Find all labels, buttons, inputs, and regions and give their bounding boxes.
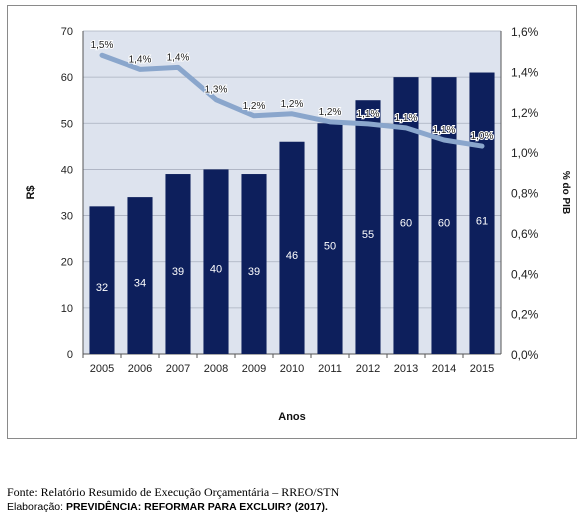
line-series — [99, 52, 485, 149]
line-point-label: 1,1% — [357, 109, 380, 120]
chart-frame: 0 10 20 30 40 50 60 70 0,0% 0,2% 0,4% 0,6% 0,8% 1,0% 1… — [7, 5, 577, 439]
bar — [127, 197, 153, 354]
bar — [165, 174, 191, 354]
y2-tick-label: 1,0% — [511, 146, 539, 160]
x-tick-label: 2005 — [90, 363, 114, 375]
y2-tick-label: 1,4% — [511, 65, 539, 79]
x-tick-label: 2008 — [204, 363, 228, 375]
x-axis-title: Anos — [278, 411, 306, 423]
line-point-label: 1,4% — [129, 54, 152, 65]
chart: 0 10 20 30 40 50 60 70 0,0% 0,2% 0,4% 0,6% 0,8% 1,0% 1… — [25, 25, 571, 423]
bar — [203, 169, 229, 354]
bar-value-label: 61 — [476, 215, 488, 227]
y-tick-label: 50 — [61, 118, 73, 130]
y2-tick-label: 0,2% — [511, 308, 539, 322]
line-point-label: 1,1% — [433, 125, 456, 136]
bar — [89, 206, 115, 354]
bar-value-label: 60 — [438, 218, 450, 230]
x-tick-label: 2011 — [318, 363, 342, 375]
bar-value-label: 46 — [286, 250, 298, 262]
bar-value-label: 39 — [172, 266, 184, 278]
line-point-label: 1,4% — [167, 52, 190, 63]
x-tick-label: 2015 — [470, 363, 494, 375]
y2-tick-label: 0,4% — [511, 267, 539, 281]
credit-title: PREVIDÊNCIA: REFORMAR PARA EXCLUIR? (201… — [65, 501, 328, 513]
x-tick-label: 2014 — [432, 363, 456, 375]
x-tick-label: 2010 — [280, 363, 304, 375]
y-tick-label: 10 — [61, 303, 73, 315]
x-tick-label: 2013 — [394, 363, 418, 375]
line-point-label: 1,2% — [281, 99, 304, 110]
x-tick-label: 2012 — [356, 363, 380, 375]
credit-caption: Elaboração: PREVIDÊNCIA: REFORMAR PARA E… — [7, 501, 328, 513]
bar-value-label: 32 — [96, 282, 108, 294]
line-point-label: 1,2% — [319, 107, 342, 118]
y2-tick-label: 0,6% — [511, 227, 539, 241]
bar — [279, 141, 305, 354]
line-point-label: 1,0% — [471, 131, 494, 142]
y2-tick-label: 0,0% — [511, 348, 539, 362]
x-tick-label: 2006 — [128, 363, 152, 375]
x-tick-label: 2009 — [242, 363, 266, 375]
y2-tick-label: 1,6% — [511, 25, 539, 39]
bar-value-label: 50 — [324, 241, 336, 253]
bar-value-label: 39 — [248, 266, 260, 278]
bar-value-label: 55 — [362, 229, 374, 241]
line-point-label: 1,2% — [243, 101, 266, 112]
bar — [393, 77, 419, 355]
y2-tick-label: 0,8% — [511, 187, 539, 201]
bar — [241, 174, 267, 354]
bar — [317, 123, 343, 355]
bar — [355, 100, 381, 354]
y2-axis-title: % do PIB — [560, 171, 571, 214]
line-point-label: 1,1% — [395, 113, 418, 124]
bar-value-label: 60 — [400, 218, 412, 230]
y-tick-label: 0 — [67, 349, 73, 361]
line-point-label: 1,3% — [205, 85, 228, 96]
y-tick-label: 20 — [61, 257, 73, 269]
line-point-label: 1,5% — [91, 40, 114, 51]
bar-value-label: 34 — [134, 278, 146, 290]
y-tick-label: 70 — [61, 26, 73, 38]
y-tick-label: 60 — [61, 72, 73, 84]
y-tick-label: 40 — [61, 164, 73, 176]
y2-tick-label: 1,2% — [511, 106, 539, 120]
bar-value-label: 40 — [210, 264, 222, 276]
y-tick-label: 30 — [61, 211, 73, 223]
bar — [431, 77, 457, 355]
y-axis-title: R$ — [25, 185, 37, 199]
source-caption: Fonte: Relatório Resumido de Execução Or… — [7, 485, 340, 499]
credit-prefix: Elaboração: — [7, 501, 66, 513]
x-tick-label: 2007 — [166, 363, 190, 375]
bar — [469, 72, 495, 355]
